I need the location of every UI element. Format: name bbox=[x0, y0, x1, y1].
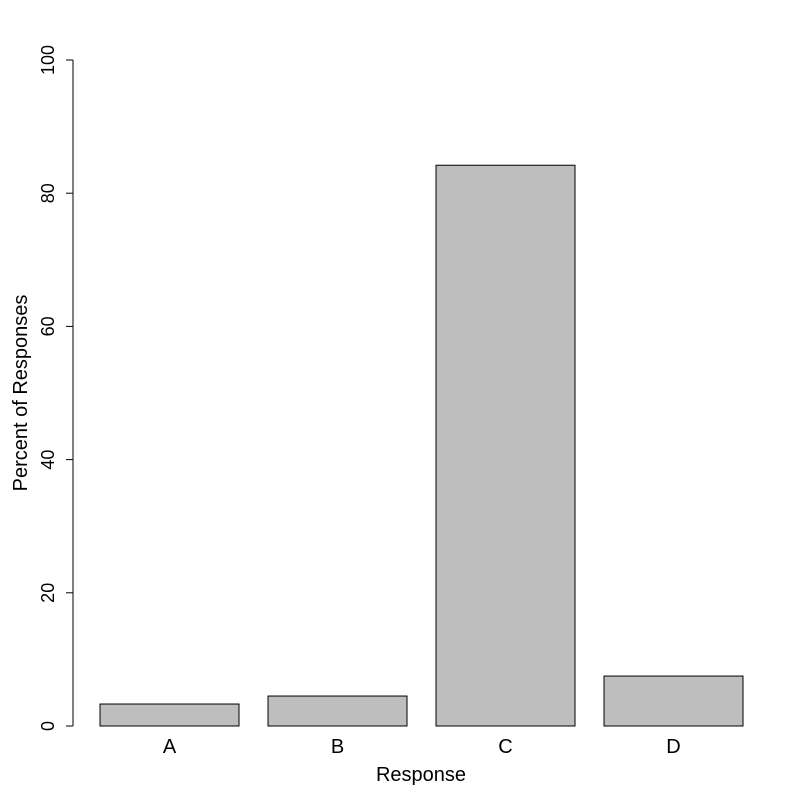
bar bbox=[267, 695, 408, 727]
x-tick-label: C bbox=[498, 736, 512, 758]
x-tick-label: B bbox=[331, 736, 344, 758]
y-tick-label: 20 bbox=[38, 583, 58, 603]
y-tick-label: 60 bbox=[38, 316, 58, 336]
y-axis-label: Percent of Responses bbox=[10, 295, 32, 492]
y-tick-label: 40 bbox=[38, 450, 58, 470]
x-tick-label: A bbox=[163, 736, 177, 758]
bar bbox=[603, 675, 744, 727]
bar bbox=[435, 164, 576, 727]
bar bbox=[99, 703, 240, 727]
x-tick-label: D bbox=[666, 736, 680, 758]
y-tick-label: 0 bbox=[38, 721, 58, 731]
y-tick-label: 100 bbox=[38, 45, 58, 75]
y-tick-label: 80 bbox=[38, 183, 58, 203]
x-axis-label: Response bbox=[376, 764, 466, 786]
